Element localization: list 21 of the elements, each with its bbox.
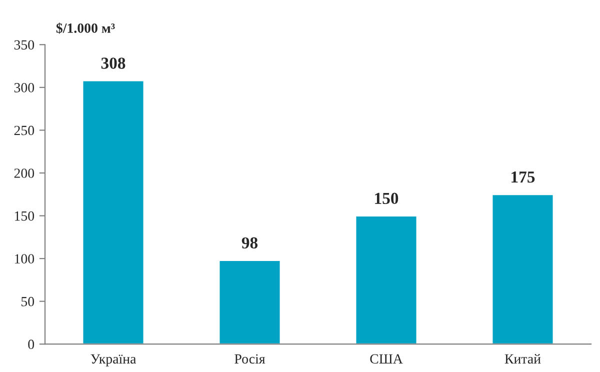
y-tick-label: 100 — [14, 254, 34, 264]
y-tick-label: 150 — [14, 211, 34, 221]
y-tick-label: 200 — [14, 168, 34, 178]
y-axis-title: $/1.000 м³ — [56, 22, 115, 34]
y-tick-label: 0 — [28, 340, 34, 350]
x-tick-label: США — [370, 354, 403, 364]
data-label: 175 — [512, 171, 535, 183]
bar — [491, 194, 554, 344]
bar — [218, 260, 282, 344]
y-tick-label: 250 — [14, 126, 34, 136]
y-tick-label: 350 — [14, 40, 34, 50]
data-label: 308 — [101, 58, 126, 69]
y-tick-label: 50 — [22, 296, 34, 306]
y-tick-label: 300 — [14, 83, 34, 92]
x-tick-label: Китай — [504, 354, 541, 364]
bar — [82, 80, 145, 344]
data-label: 150 — [375, 192, 398, 204]
bar — [354, 215, 418, 344]
x-tick-label: Росія — [234, 354, 266, 364]
x-tick-label: Україна — [90, 354, 136, 366]
data-label: 98 — [242, 237, 258, 249]
